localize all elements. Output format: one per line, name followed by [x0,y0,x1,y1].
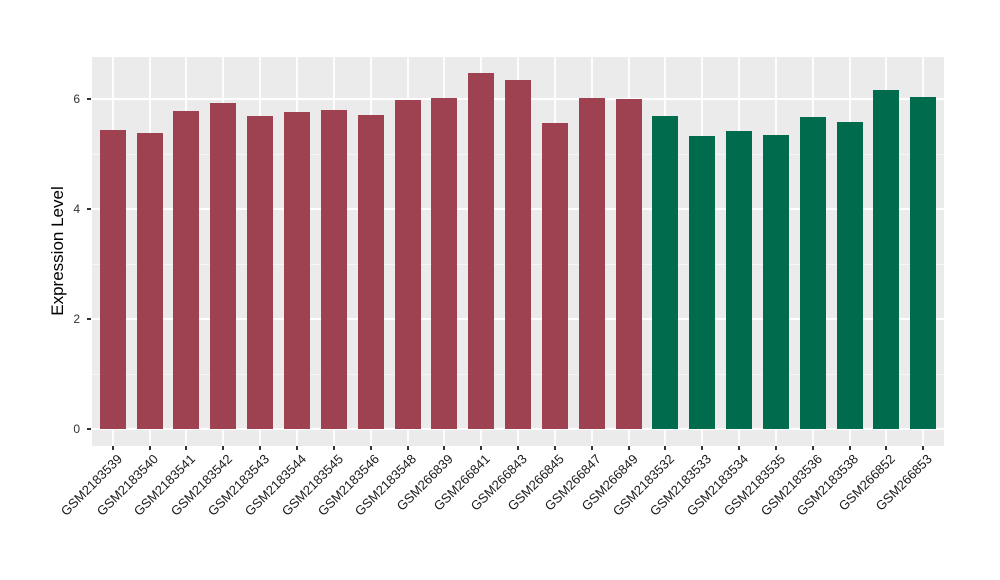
x-tick-mark [701,446,704,450]
x-tick-mark [332,446,335,450]
bar [431,98,458,429]
y-tick-label: 6 [73,92,80,107]
x-tick-mark [848,446,851,450]
bar [468,73,495,429]
bar [505,79,532,429]
x-tick-mark [885,446,888,450]
bar [394,99,421,429]
bar [836,121,863,429]
x-tick-mark [517,446,520,450]
bar [726,130,753,429]
x-tick-mark [185,446,188,450]
x-tick-mark [922,446,925,450]
bar [173,110,200,429]
bar [541,122,568,429]
y-axis-title: Expression Level [48,186,67,316]
y-tick-label: 2 [73,312,80,327]
bar [873,89,900,429]
x-tick-mark [590,446,593,450]
bar [689,136,716,429]
x-tick-mark [774,446,777,450]
y-tick-mark [87,98,91,101]
x-tick-mark [443,446,446,450]
x-tick-mark [811,446,814,450]
x-tick-mark [148,446,151,450]
bar [578,98,605,429]
x-tick-mark [627,446,630,450]
x-tick-mark [369,446,372,450]
x-tick-mark [664,446,667,450]
bar [615,98,642,429]
y-tick-mark [87,428,91,430]
x-tick-mark [259,446,262,450]
x-tick-mark [111,446,114,450]
bar [762,135,789,429]
bar [320,109,347,429]
y-tick-mark [87,318,91,321]
plot-panel [92,57,944,446]
bar [99,130,126,429]
y-tick-mark [87,208,91,211]
x-tick-mark [480,446,483,450]
bar [247,115,274,429]
y-tick-label: 0 [73,422,80,436]
x-tick-mark [553,446,556,450]
bar [652,115,679,429]
bar [136,133,163,429]
bar [210,102,237,429]
bar [910,96,937,429]
x-tick-mark [222,446,225,450]
x-tick-mark [406,446,409,450]
y-tick-label: 4 [73,202,80,217]
x-tick-mark [296,446,298,450]
bar [284,111,310,429]
bar [799,116,826,429]
x-tick-mark [738,446,741,450]
bar [357,114,384,429]
